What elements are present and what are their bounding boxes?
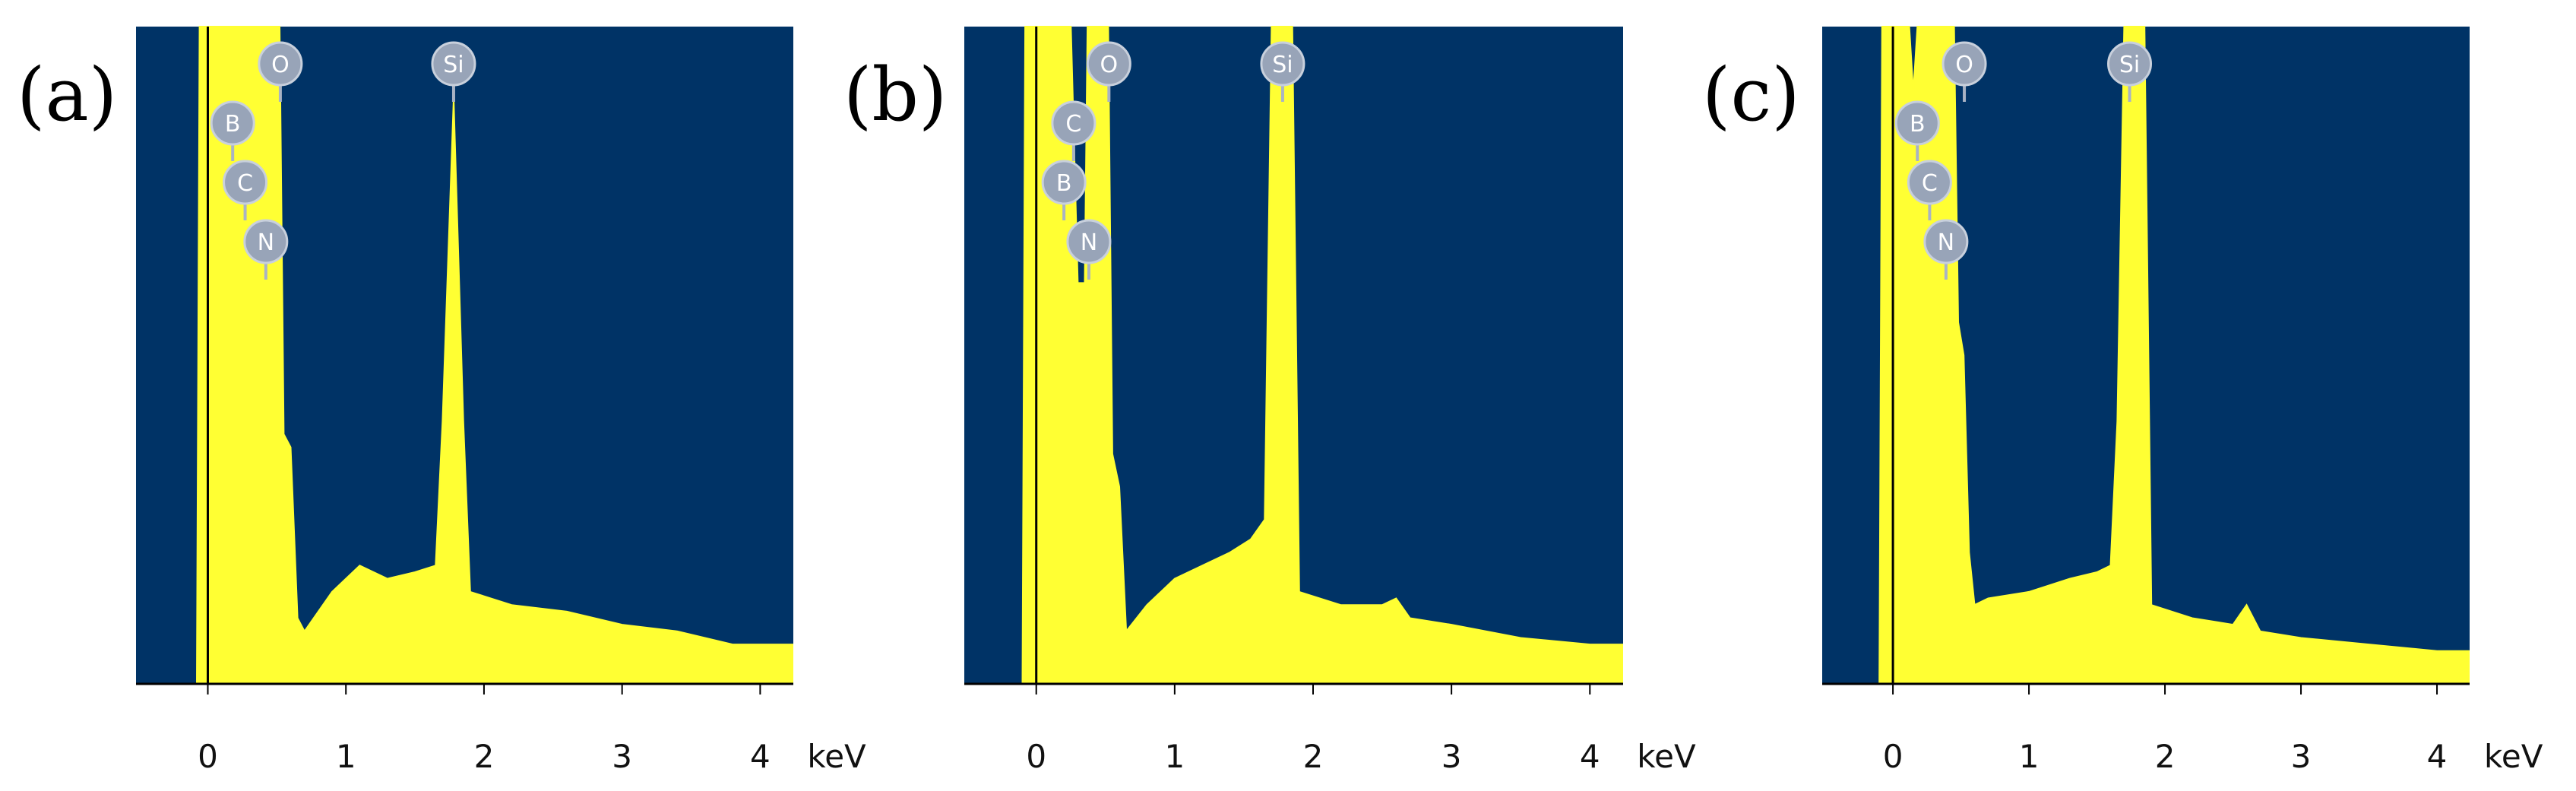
x-tick-label: 3 bbox=[1441, 738, 1462, 775]
x-unit-label: keV bbox=[1637, 738, 1696, 775]
x-tick-label: 3 bbox=[612, 738, 632, 775]
element-marker bbox=[223, 160, 268, 205]
element-label: B bbox=[1056, 170, 1072, 197]
element-label: B bbox=[1910, 111, 1926, 138]
element-label: Si bbox=[443, 52, 464, 78]
x-tick-label: 1 bbox=[2019, 738, 2040, 775]
panel-label: (b) bbox=[843, 52, 947, 138]
spectrum-panel: 0 1 2 3 4 keV (c) O B C N Si bbox=[1702, 26, 2543, 775]
x-tick-label: 2 bbox=[2155, 738, 2176, 775]
element-label: O bbox=[1955, 52, 1973, 78]
x-tick-label: 0 bbox=[1026, 738, 1046, 775]
element-label: O bbox=[1100, 52, 1119, 78]
element-marker bbox=[1923, 219, 1969, 264]
element-label: Si bbox=[1272, 52, 1293, 78]
element-marker bbox=[258, 41, 303, 87]
x-unit-label: keV bbox=[807, 738, 866, 775]
element-marker bbox=[1260, 41, 1305, 87]
x-tick-label: 4 bbox=[2427, 738, 2448, 775]
x-tick-label: 3 bbox=[2291, 738, 2312, 775]
x-tick-label: 1 bbox=[336, 738, 356, 775]
x-tick-label: 2 bbox=[1303, 738, 1324, 775]
area-fill bbox=[136, 27, 793, 684]
element-marker bbox=[1894, 100, 1940, 146]
element-marker bbox=[1907, 160, 1952, 205]
x-tick-label: 4 bbox=[750, 738, 771, 775]
element-label: B bbox=[225, 111, 241, 138]
element-label: N bbox=[258, 229, 274, 256]
element-marker bbox=[431, 41, 476, 87]
element-label: C bbox=[237, 170, 253, 197]
area-fill bbox=[1822, 27, 2470, 684]
element-marker bbox=[243, 219, 289, 264]
panel-label: (c) bbox=[1702, 52, 1800, 138]
x-tick-label: 0 bbox=[198, 738, 218, 775]
x-tick-label: 0 bbox=[1883, 738, 1904, 775]
element-marker bbox=[1041, 160, 1087, 205]
spectrum-line bbox=[964, 26, 1623, 685]
element-marker bbox=[1051, 100, 1097, 146]
x-tick-label: 2 bbox=[474, 738, 495, 775]
element-label: N bbox=[1081, 229, 1097, 256]
spectrum-panel: 0 1 2 3 4 keV (a) O B C N Si bbox=[17, 26, 866, 775]
element-marker bbox=[1941, 41, 1987, 87]
element-label: C bbox=[1065, 111, 1081, 138]
spectrum-line bbox=[1822, 26, 2470, 685]
x-tick-label: 1 bbox=[1164, 738, 1185, 775]
element-marker bbox=[1086, 41, 1131, 87]
element-label: Si bbox=[2119, 52, 2140, 78]
element-label: C bbox=[1922, 170, 1938, 197]
x-unit-label: keV bbox=[2484, 738, 2543, 775]
element-marker bbox=[2107, 41, 2153, 87]
element-label: N bbox=[1938, 229, 1954, 256]
panel-label: (a) bbox=[17, 52, 117, 138]
x-tick-label: 4 bbox=[1580, 738, 1600, 775]
spectrum-line bbox=[136, 26, 793, 685]
area-fill bbox=[964, 27, 1623, 684]
element-marker bbox=[1066, 219, 1112, 264]
spectrum-panel: 0 1 2 3 4 keV (b) O C B N Si bbox=[843, 26, 1696, 775]
element-marker bbox=[210, 100, 255, 146]
element-label: O bbox=[271, 52, 290, 78]
